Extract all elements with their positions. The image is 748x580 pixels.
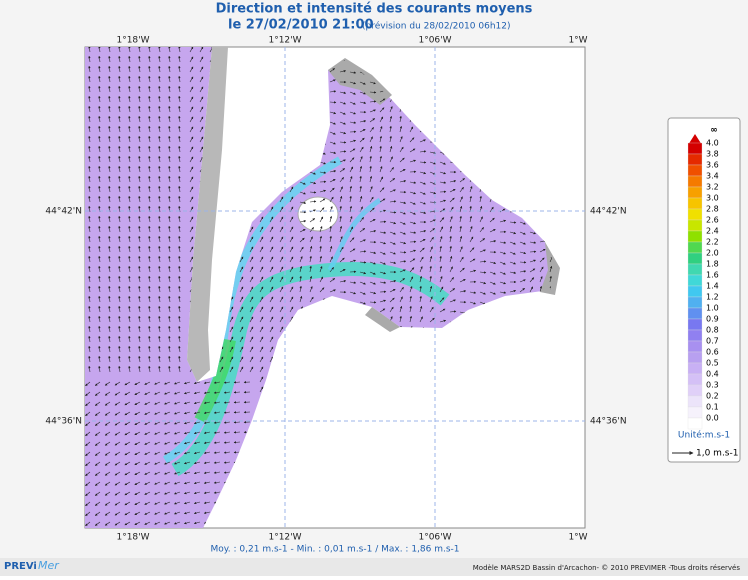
legend-level: 2.6 [706, 216, 719, 225]
legend-level: 0.9 [706, 315, 719, 324]
legend-swatch [688, 319, 702, 330]
legend-level: 0.2 [706, 392, 719, 401]
legend-level: 3.4 [706, 172, 719, 181]
legend-swatch [688, 385, 702, 396]
legend-level: 2.4 [706, 227, 719, 236]
logo-suffix: Mer [38, 559, 60, 572]
legend-swatch [688, 275, 702, 286]
scale-arrow-label: 1,0 m.s-1 [696, 449, 738, 459]
legend-level: 3.0 [706, 194, 719, 203]
subtitle-forecast: (prévision du 28/02/2010 06h12) [362, 21, 510, 32]
legend-swatch [688, 176, 702, 187]
legend-swatch [688, 407, 702, 418]
lat-label: 44°36'N [590, 417, 627, 427]
lon-label: 1°18'W [116, 533, 149, 543]
legend-swatch [688, 242, 702, 253]
legend-level: 1.6 [706, 271, 719, 280]
subtitle-date: le 27/02/2010 21:00 [228, 18, 374, 33]
legend-swatch [688, 286, 702, 297]
legend-level: 2.2 [706, 238, 719, 247]
legend-box [668, 118, 740, 462]
legend-level: 4.0 [706, 139, 719, 148]
lon-label: 1°W [568, 36, 587, 46]
legend-swatch [688, 253, 702, 264]
legend-level: 0.0 [706, 414, 719, 423]
legend-unit: Unité:m.s-1 [678, 430, 730, 441]
legend-swatch [688, 308, 702, 319]
legend-swatch [688, 352, 702, 363]
legend-level: 3.8 [706, 150, 719, 159]
legend-swatch [688, 374, 702, 385]
legend-level: 0.4 [706, 370, 719, 379]
legend-level: 0.1 [706, 403, 719, 412]
legend-swatch [688, 165, 702, 176]
lat-label: 44°42'N [590, 207, 627, 217]
lon-label: 1°18'W [116, 36, 149, 46]
legend-swatch [688, 231, 702, 242]
legend-level: 1.4 [706, 282, 719, 291]
legend-level: 3.2 [706, 183, 719, 192]
legend-level: 2.0 [706, 249, 719, 258]
legend-level: 1.2 [706, 293, 719, 302]
lat-label: 44°42'N [45, 207, 82, 217]
lat-label: 44°36'N [45, 417, 82, 427]
legend-level: 2.8 [706, 205, 719, 214]
legend-swatch [688, 198, 702, 209]
legend-swatch [688, 418, 702, 429]
title: Direction et intensité des courants moye… [216, 2, 533, 17]
legend-infinity: ∞ [710, 126, 718, 136]
legend-swatch [688, 187, 702, 198]
lon-label: 1°W [568, 533, 587, 543]
lon-label: 1°12'W [268, 36, 301, 46]
legend-level: 0.8 [706, 326, 719, 335]
legend-level: 3.6 [706, 161, 719, 170]
island [298, 197, 338, 231]
legend-level: 0.6 [706, 348, 719, 357]
legend-level: 0.7 [706, 337, 719, 346]
legend-swatch [688, 341, 702, 352]
legend-swatch [688, 209, 702, 220]
logo-prefix: PREVi [4, 561, 37, 572]
lon-label: 1°06'W [418, 533, 451, 543]
legend-swatch [688, 297, 702, 308]
legend-level: 1.0 [706, 304, 719, 313]
legend-swatch [688, 154, 702, 165]
legend-swatch [688, 330, 702, 341]
legend-swatch [688, 396, 702, 407]
lon-label: 1°12'W [268, 533, 301, 543]
legend-level: 0.3 [706, 381, 719, 390]
legend-level: 0.5 [706, 359, 719, 368]
lon-label: 1°06'W [418, 36, 451, 46]
legend-swatch [688, 143, 702, 154]
legend-level: 1.8 [706, 260, 719, 269]
stats: Moy. : 0,21 m.s-1 - Min. : 0,01 m.s-1 / … [210, 545, 459, 555]
legend-swatch [688, 264, 702, 275]
footer: Modèle MARS2D Bassin d'Arcachon- © 2010 … [473, 564, 741, 572]
legend-swatch [688, 220, 702, 231]
legend-swatch [688, 363, 702, 374]
